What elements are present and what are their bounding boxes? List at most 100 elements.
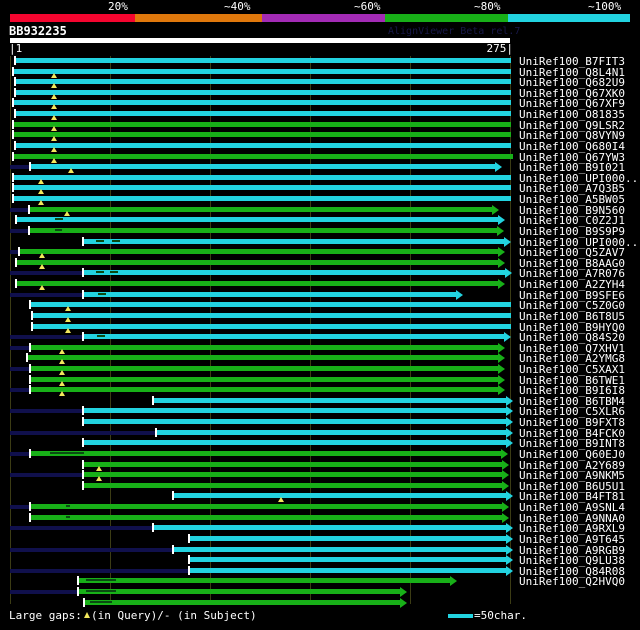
hit-alignment-bar[interactable] bbox=[31, 365, 498, 371]
hit-alignment-bar[interactable] bbox=[85, 599, 400, 605]
hit-row[interactable]: UniRef100_B9INT8 bbox=[0, 438, 640, 449]
hit-accession-label[interactable]: UniRef100_Q2HVQ0 bbox=[519, 575, 625, 589]
hit-row[interactable]: UniRef100_Q9LU38 bbox=[0, 555, 640, 566]
hit-accession-label[interactable]: UniRef100_Q60EJ0 bbox=[519, 447, 625, 461]
hit-alignment-bar[interactable] bbox=[31, 344, 498, 350]
hit-row[interactable]: UniRef100_A2YMG8 bbox=[0, 352, 640, 366]
hit-accession-label[interactable]: UniRef100_B6TWE1 bbox=[519, 373, 625, 387]
hit-alignment-bar[interactable] bbox=[84, 238, 504, 244]
hit-accession-label[interactable]: UniRef100_B9HYQ0 bbox=[519, 320, 625, 334]
hit-accession-label[interactable]: UniRef100_Q5ZAV7 bbox=[519, 246, 625, 260]
hit-row[interactable]: UniRef100_Q680I4 bbox=[0, 139, 640, 153]
hit-alignment-bar[interactable] bbox=[14, 153, 513, 159]
hit-row[interactable]: UniRef100_Q67XK0 bbox=[0, 87, 640, 99]
hit-accession-label[interactable]: UniRef100_C5XAX1 bbox=[519, 362, 625, 376]
hit-accession-label[interactable]: UniRef100_Q9LSR2 bbox=[519, 118, 625, 132]
hit-accession-label[interactable]: UniRef100_B9SFE6 bbox=[519, 288, 625, 302]
hit-row[interactable]: UniRef100_B6TBM4 bbox=[0, 394, 640, 408]
hit-row[interactable]: UniRef100_A2Y689 bbox=[0, 459, 640, 471]
hit-alignment-bar[interactable] bbox=[79, 589, 400, 594]
hit-row[interactable]: UniRef100_Q67YW3 bbox=[0, 151, 640, 163]
hit-alignment-bar[interactable] bbox=[31, 164, 495, 170]
hit-row[interactable]: UniRef100_Q2HVQ0 bbox=[0, 576, 640, 587]
hit-alignment-bar[interactable] bbox=[16, 89, 511, 95]
hit-accession-label[interactable]: UniRef100_B9FXT8 bbox=[519, 416, 625, 430]
hit-accession-label[interactable]: UniRef100_B7FIT3 bbox=[519, 55, 625, 68]
hit-accession-label[interactable]: UniRef100_A9T645 bbox=[519, 532, 625, 546]
hit-row[interactable]: UniRef100_A9RGB9 bbox=[0, 543, 640, 557]
hit-row[interactable]: UniRef100_Q8VYN9 bbox=[0, 129, 640, 143]
hit-alignment-bar[interactable] bbox=[17, 217, 498, 223]
hit-accession-label[interactable]: UniRef100_B8AAG0 bbox=[519, 256, 625, 270]
hit-alignment-bar[interactable] bbox=[84, 408, 506, 414]
hit-row[interactable]: UniRef100_Q9LSR2 bbox=[0, 118, 640, 132]
hit-alignment-bar[interactable] bbox=[79, 578, 450, 584]
hit-row[interactable]: UniRef100_Q84S20 bbox=[0, 332, 640, 343]
hit-accession-label[interactable]: UniRef100_A2ZYH4 bbox=[519, 278, 625, 292]
hit-row[interactable]: UniRef100_B9I6I8 bbox=[0, 385, 640, 397]
hit-alignment-bar[interactable] bbox=[31, 504, 502, 510]
hit-alignment-bar[interactable] bbox=[14, 121, 511, 127]
hit-alignment-bar[interactable] bbox=[30, 206, 492, 212]
hit-accession-label[interactable]: UniRef100_Q9LU38 bbox=[519, 554, 625, 568]
hit-alignment-bar[interactable] bbox=[14, 185, 511, 191]
hit-accession-label[interactable]: UniRef100_Q8VYN9 bbox=[519, 129, 625, 143]
hit-accession-label[interactable]: UniRef100_Q680I4 bbox=[519, 139, 625, 153]
hit-row[interactable]: UniRef100_Q84R08 bbox=[0, 565, 640, 577]
hit-row[interactable]: UniRef100_B6T8U5 bbox=[0, 309, 640, 323]
hit-accession-label[interactable]: UniRef100_O81835 bbox=[519, 108, 625, 122]
hit-row[interactable]: UniRef100_C0Z2J1 bbox=[0, 215, 640, 226]
hit-accession-label[interactable]: UniRef100_B6TBM4 bbox=[519, 394, 625, 408]
hit-alignment-bar[interactable] bbox=[84, 482, 502, 488]
hit-alignment-bar[interactable] bbox=[16, 142, 511, 148]
hit-alignment-bar[interactable] bbox=[31, 387, 498, 393]
hit-alignment-bar[interactable] bbox=[31, 376, 498, 382]
hit-row[interactable]: UniRef100_A2ZYH4 bbox=[0, 278, 640, 292]
hit-row[interactable]: UniRef100_C5XAX1 bbox=[0, 362, 640, 376]
hit-row[interactable]: UniRef100_A7R076 bbox=[0, 268, 640, 279]
hit-accession-label[interactable]: UniRef100_B4FT81 bbox=[519, 490, 625, 504]
hit-accession-label[interactable]: UniRef100_A7Q3B5 bbox=[519, 182, 625, 196]
hit-accession-label[interactable]: UniRef100_A7R076 bbox=[519, 267, 625, 281]
hit-accession-label[interactable]: UniRef100_A5BW05 bbox=[519, 193, 625, 207]
hit-alignment-bar[interactable] bbox=[84, 291, 456, 297]
hit-alignment-bar[interactable] bbox=[174, 493, 506, 499]
hit-accession-label[interactable]: UniRef100_B9INT8 bbox=[519, 437, 625, 451]
hit-row[interactable]: UniRef100_Q682U9 bbox=[0, 77, 640, 89]
hit-alignment-bar[interactable] bbox=[190, 567, 506, 573]
hit-alignment-bar[interactable] bbox=[157, 429, 506, 435]
hit-alignment-bar[interactable] bbox=[84, 461, 502, 467]
hit-alignment-bar[interactable] bbox=[33, 312, 511, 318]
hit-alignment-bar[interactable] bbox=[84, 440, 506, 446]
hit-row[interactable]: UniRef100_B9HYQ0 bbox=[0, 320, 640, 334]
hit-row[interactable]: UniRef100_Q7XHV1 bbox=[0, 342, 640, 354]
hit-alignment-bar[interactable] bbox=[84, 270, 505, 276]
hit-alignment-bar[interactable] bbox=[154, 397, 506, 403]
hit-alignment-bar[interactable] bbox=[16, 58, 511, 63]
hit-list[interactable]: UniRef100_B7FIT3 UniRef100_Q8L4N1 UniRef10… bbox=[0, 55, 640, 608]
hit-alignment-bar[interactable] bbox=[31, 450, 501, 456]
hit-alignment-bar[interactable] bbox=[28, 355, 498, 361]
hit-accession-label[interactable]: UniRef100_B9I021 bbox=[519, 161, 625, 175]
hit-alignment-bar[interactable] bbox=[190, 557, 506, 563]
hit-accession-label[interactable]: UniRef100_C5Z0G0 bbox=[519, 299, 625, 313]
hit-alignment-bar[interactable] bbox=[30, 227, 497, 233]
hit-accession-label[interactable]: UniRef100_C5XLR6 bbox=[519, 405, 625, 419]
hit-accession-label[interactable]: UniRef100_B6U5U1 bbox=[519, 479, 625, 493]
hit-accession-label[interactable]: UniRef100_C0Z2J1 bbox=[519, 214, 625, 228]
hit-accession-label[interactable]: UniRef100_A9RGB9 bbox=[519, 543, 625, 557]
hit-accession-label[interactable]: UniRef100_B9S9P9 bbox=[519, 224, 625, 238]
hit-accession-label[interactable]: UniRef100_Q84S20 bbox=[519, 331, 625, 345]
hit-row[interactable]: UniRef100_UPI000.. bbox=[0, 236, 640, 248]
hit-row[interactable]: UniRef100_O81835 bbox=[0, 108, 640, 122]
hit-accession-label[interactable]: UniRef100_B6T8U5 bbox=[519, 309, 625, 323]
hit-alignment-bar[interactable] bbox=[31, 302, 511, 308]
hit-row[interactable]: UniRef100_A9NKM5 bbox=[0, 470, 640, 482]
hit-accession-label[interactable]: UniRef100_UPI000.. bbox=[519, 171, 639, 185]
hit-row[interactable]: UniRef100_A9NNA0 bbox=[0, 512, 640, 524]
hit-accession-label[interactable]: UniRef100_A2YMG8 bbox=[519, 352, 625, 366]
hit-alignment-bar[interactable] bbox=[14, 132, 511, 138]
hit-row[interactable]: UniRef100_Q67XF9 bbox=[0, 98, 640, 110]
hit-alignment-bar[interactable] bbox=[14, 100, 511, 106]
hit-alignment-bar[interactable] bbox=[14, 174, 511, 180]
